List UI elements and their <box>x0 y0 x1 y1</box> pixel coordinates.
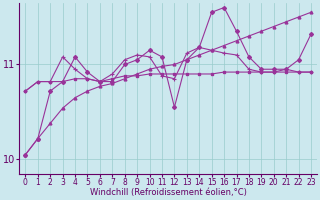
X-axis label: Windchill (Refroidissement éolien,°C): Windchill (Refroidissement éolien,°C) <box>90 188 247 197</box>
